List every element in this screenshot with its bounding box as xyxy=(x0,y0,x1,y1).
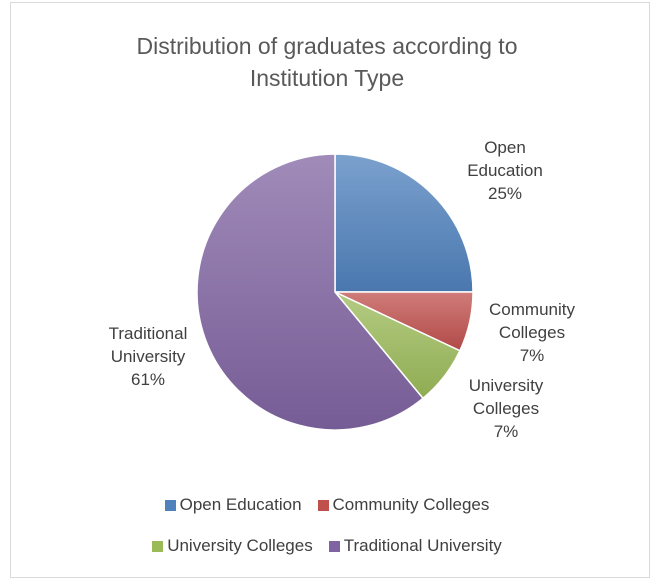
data-label-name: Open xyxy=(484,138,526,157)
legend-item-traditional-university: Traditional University xyxy=(328,536,502,556)
chart-title-line-2: Institution Type xyxy=(249,65,405,91)
data-label-name: Colleges xyxy=(498,323,566,342)
data-label-value: 7% xyxy=(519,346,545,365)
pie-slice-open-education xyxy=(334,153,474,293)
legend-row: University Colleges Traditional Universit… xyxy=(0,536,654,556)
data-label-name: Education xyxy=(467,161,543,180)
data-label-value: 25% xyxy=(487,184,523,203)
legend-swatch xyxy=(152,540,164,552)
chart-title-line-1: Distribution of graduates according to xyxy=(136,33,518,59)
data-label-name: University xyxy=(110,347,186,366)
data-label-traditional-university: Traditional University 61% xyxy=(78,322,218,391)
legend-label: Community Colleges xyxy=(332,495,490,514)
data-label-name: Community xyxy=(489,300,575,319)
legend-item-community-colleges: Community Colleges xyxy=(317,495,490,515)
legend-label: Traditional University xyxy=(343,536,502,555)
legend-swatch xyxy=(328,540,340,552)
legend-swatch xyxy=(317,499,329,511)
chart-title: Distribution of graduates according to I… xyxy=(0,30,654,94)
legend-item-university-colleges: University Colleges xyxy=(152,536,313,556)
legend-swatch xyxy=(164,499,176,511)
data-label-open-education: Open Education 25% xyxy=(435,136,575,205)
data-label-community-colleges: Community Colleges 7% xyxy=(462,298,602,367)
data-label-value: 61% xyxy=(130,370,166,389)
legend-label: University Colleges xyxy=(167,536,313,555)
data-label-name: Colleges xyxy=(472,399,540,418)
legend-item-open-education: Open Education xyxy=(164,495,302,515)
pie-slice-traditional-university xyxy=(196,153,425,431)
data-label-value: 7% xyxy=(493,422,519,441)
legend-label: Open Education xyxy=(179,495,302,514)
data-label-name: University xyxy=(468,376,544,395)
data-label-university-colleges: University Colleges 7% xyxy=(436,374,576,443)
legend-row: Open Education Community Colleges xyxy=(0,495,654,515)
data-label-name: Traditional xyxy=(108,324,188,343)
